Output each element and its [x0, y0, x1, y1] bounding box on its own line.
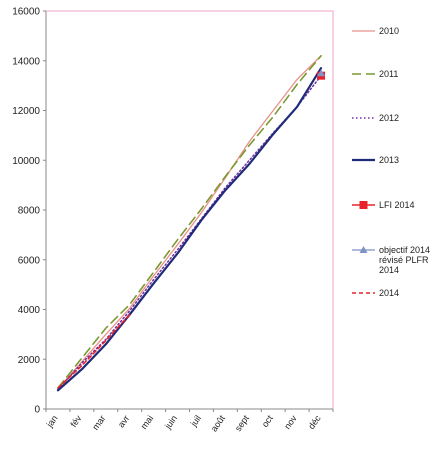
- legend-marker: [359, 246, 368, 253]
- legend-label: 2010: [379, 26, 399, 36]
- x-tick-label: mar: [90, 413, 107, 431]
- legend-label: 2011: [379, 69, 398, 79]
- x-tick-label: déc: [306, 413, 323, 431]
- legend-label: 2012: [379, 113, 399, 123]
- legend-label: 2014: [379, 288, 399, 298]
- x-tick-label: fév: [68, 413, 83, 429]
- y-tick-label: 10000: [12, 156, 40, 167]
- y-tick-label: 8000: [18, 206, 41, 217]
- series-line: [57, 313, 131, 389]
- x-tick-label: nov: [282, 413, 299, 431]
- x-tick-label: avr: [116, 413, 131, 429]
- legend-marker: [359, 201, 368, 209]
- x-tick-label: jan: [44, 413, 60, 429]
- legend-label: LFI 2014: [379, 200, 415, 210]
- legend-label: 2013: [379, 155, 399, 165]
- x-tick-label: août: [209, 413, 228, 433]
- y-tick-label: 16000: [12, 7, 40, 18]
- x-tick-label: juin: [162, 413, 179, 431]
- y-tick-label: 4000: [18, 305, 41, 316]
- x-tick-label: sept: [233, 413, 251, 433]
- y-tick-label: 2000: [18, 355, 41, 366]
- y-tick-label: 6000: [18, 255, 41, 266]
- x-tick-label: juil: [188, 413, 203, 429]
- x-tick-label: mai: [139, 413, 156, 431]
- legend-label: objectif 2014 révisé PLFR 2014: [379, 245, 430, 275]
- series-line: [57, 55, 322, 390]
- y-tick-label: 14000: [12, 56, 40, 67]
- series-line: [56, 67, 323, 392]
- y-tick-label: 12000: [12, 106, 40, 117]
- x-tick-label: oct: [260, 413, 275, 429]
- series-line: [57, 54, 322, 389]
- y-tick-label: 0: [34, 405, 40, 416]
- data-point: [317, 69, 326, 77]
